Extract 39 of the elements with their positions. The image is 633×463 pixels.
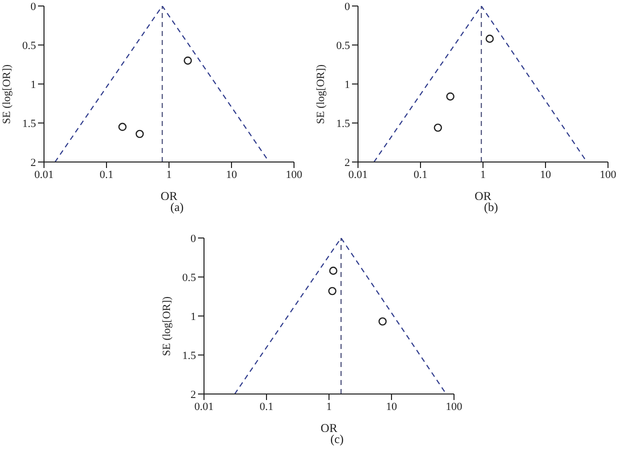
y-tick-label: 2 [30, 156, 36, 169]
x-tick-label: 0.1 [414, 168, 428, 181]
y-tick-label: 0.5 [182, 272, 196, 284]
x-tick-label: 100 [446, 400, 463, 413]
y-tick-label: 1.5 [22, 118, 36, 130]
x-tick-label: 1 [480, 168, 486, 181]
y-tick-label: 1 [344, 78, 350, 91]
x-tick-label: 10 [386, 400, 398, 413]
y-tick-label: 2 [190, 388, 196, 401]
x-tick-label: 0.01 [194, 400, 214, 413]
y-tick-label: 1 [30, 78, 36, 91]
text: (c) [329, 432, 345, 447]
text: (b) [483, 200, 499, 215]
text: (a) [169, 200, 185, 215]
x-axis-title: OR [160, 189, 178, 203]
x-tick-label: 10 [540, 168, 552, 181]
x-tick-label: 10 [226, 168, 238, 181]
x-tick-label: 1 [166, 168, 172, 181]
y-axis-title: SE (log[OR]) [0, 64, 13, 124]
x-axis-title: OR [320, 421, 338, 435]
y-tick-label: 2 [344, 156, 350, 169]
x-axis-title: OR [474, 189, 492, 203]
x-tick-label: 100 [600, 168, 617, 181]
y-tick-label: 0 [30, 0, 36, 13]
x-tick-label: 0.1 [100, 168, 114, 181]
y-tick-label: 0.5 [22, 40, 36, 52]
y-tick-label: 1.5 [182, 350, 196, 362]
x-tick-label: 0.1 [260, 400, 274, 413]
y-tick-label: 0.5 [336, 40, 350, 52]
x-tick-label: 1 [326, 400, 332, 413]
x-tick-label: 0.01 [34, 168, 54, 181]
y-tick-label: 1 [190, 310, 196, 323]
y-tick-label: 1.5 [336, 118, 350, 130]
y-axis-title: SE (log[OR]) [314, 64, 327, 124]
x-tick-label: 100 [286, 168, 303, 181]
x-tick-label: 0.01 [348, 168, 368, 181]
y-tick-label: 0 [190, 232, 196, 245]
y-tick-label: 0 [344, 0, 350, 13]
y-axis-title: SE (log[OR]) [160, 296, 173, 356]
